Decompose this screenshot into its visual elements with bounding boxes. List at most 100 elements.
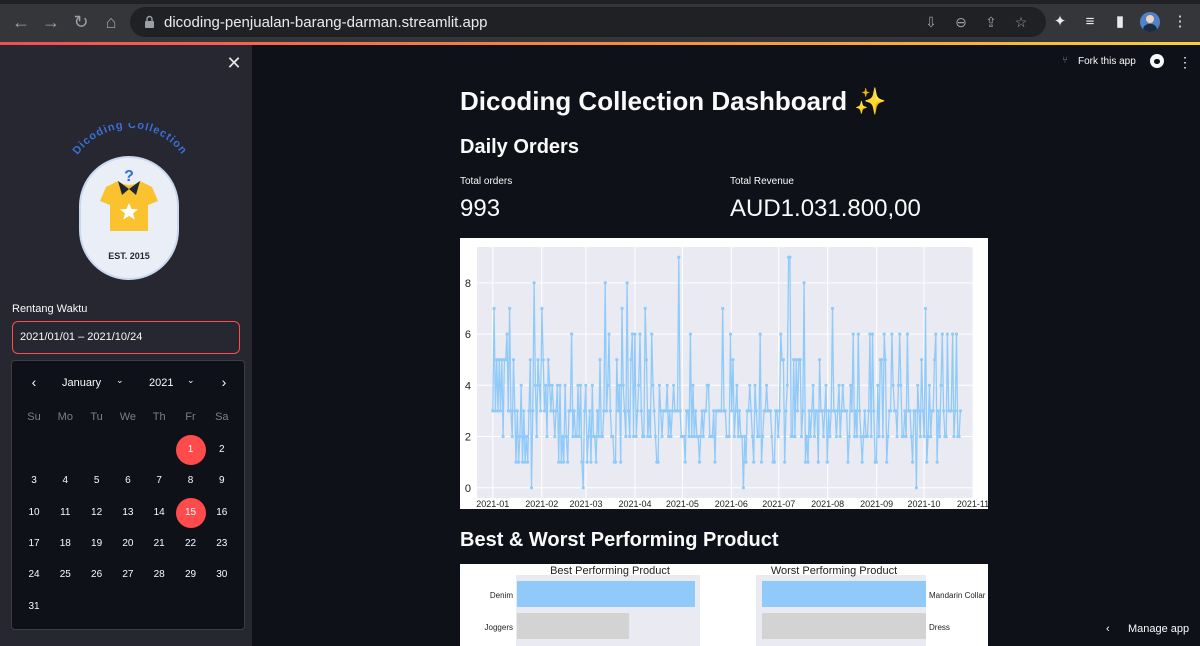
orders-point — [874, 460, 878, 464]
orders-point — [536, 358, 540, 362]
orders-point — [836, 409, 840, 413]
orders-point — [803, 460, 807, 464]
calendar-day[interactable]: 21 — [153, 537, 165, 549]
best-worst-svg: Best Performing Product Denim Joggers Worst… — [485, 565, 986, 646]
forward-icon[interactable]: → — [42, 12, 60, 32]
orders-point — [942, 409, 946, 413]
github-icon[interactable] — [1150, 54, 1164, 68]
calendar-day[interactable]: 7 — [156, 475, 162, 487]
calendar-day[interactable]: 8 — [187, 475, 194, 487]
orders-point — [524, 434, 528, 439]
calendar-day[interactable]: 10 — [28, 506, 40, 518]
bookmark-star-icon[interactable]: ☆ — [1014, 14, 1028, 30]
calendar-day[interactable]: 16 — [216, 506, 228, 518]
orders-point — [621, 383, 625, 387]
sidebar: ✕ Dicoding Collection ? EST. 2015 Rentan… — [0, 45, 252, 646]
orders-point — [509, 409, 513, 413]
orders-point — [650, 332, 654, 336]
app-menu-icon[interactable]: ⋮ — [1178, 54, 1192, 70]
calendar-day[interactable]: 31 — [28, 600, 40, 612]
orders-point — [958, 409, 962, 413]
calendar-month-select[interactable]: January — [62, 377, 102, 389]
orders-point — [665, 383, 669, 387]
orders-point — [713, 460, 717, 464]
calendar-day[interactable]: 27 — [122, 569, 134, 581]
calendar-day[interactable]: 29 — [184, 569, 197, 581]
address-bar[interactable]: dicoding-penjualan-barang-darman.streaml… — [130, 7, 1046, 37]
best-bar — [517, 581, 695, 607]
orders-point — [735, 383, 739, 387]
orders-point — [821, 434, 826, 439]
calendar-day[interactable]: 19 — [91, 537, 103, 549]
extensions-icon[interactable]: ✦ — [1053, 13, 1067, 30]
orders-point — [750, 434, 754, 439]
orders-point — [699, 434, 703, 439]
profile-avatar[interactable] — [1140, 12, 1160, 32]
kebab-menu-icon[interactable]: ⋮ — [1172, 13, 1188, 30]
zoom-icon[interactable]: ⊖ — [955, 14, 967, 30]
calendar-day[interactable]: 26 — [91, 569, 103, 581]
orders-point — [644, 358, 649, 362]
calendar-day[interactable]: 2 — [219, 444, 225, 455]
share-icon[interactable]: ⇪ — [985, 14, 997, 30]
calendar-day[interactable]: 1 — [175, 435, 206, 465]
calendar-day[interactable]: 20 — [122, 537, 134, 549]
calendar-day[interactable]: 3 — [31, 475, 37, 487]
reload-icon[interactable]: ↻ — [73, 12, 89, 32]
worst-category-label: Dress — [929, 623, 950, 632]
orders-point — [615, 358, 619, 362]
next-month-icon[interactable]: › — [221, 374, 227, 390]
orders-point — [880, 358, 884, 362]
calendar-day[interactable]: 17 — [28, 537, 40, 549]
orders-point — [611, 434, 615, 439]
orders-point — [863, 409, 867, 413]
calendar-day[interactable]: 13 — [122, 506, 134, 518]
orders-point — [496, 409, 500, 413]
date-range-input[interactable]: 2021/01/01 – 2021/10/24 — [12, 321, 240, 354]
orders-point — [885, 460, 889, 464]
orders-point — [564, 434, 568, 439]
orders-point — [588, 409, 592, 413]
y-tick-label: 0 — [465, 483, 471, 495]
orders-point — [788, 255, 792, 259]
calendar-day[interactable]: 11 — [60, 506, 71, 518]
orders-point — [727, 434, 731, 439]
manage-app-label: Manage app — [1128, 623, 1190, 635]
orders-point — [506, 409, 510, 413]
orders-point — [865, 434, 869, 439]
close-sidebar-icon[interactable]: ✕ — [226, 53, 242, 73]
year-caret-icon[interactable]: ⌄ — [187, 375, 195, 385]
calendar-day[interactable]: 22 — [184, 537, 197, 549]
lock-icon[interactable] — [144, 15, 155, 28]
calendar-day[interactable]: 23 — [216, 537, 228, 549]
calendar-day[interactable]: 28 — [153, 569, 165, 581]
orders-point — [607, 332, 611, 336]
media-icon[interactable]: ≡ — [1085, 13, 1095, 30]
orders-point — [546, 358, 550, 362]
orders-point — [580, 460, 584, 464]
sidebar-icon[interactable]: ▮ — [1115, 13, 1125, 30]
calendar-day[interactable]: 12 — [91, 506, 103, 518]
orders-point — [571, 434, 575, 439]
calendar-day[interactable]: 24 — [28, 569, 40, 581]
calendar-day[interactable]: 14 — [153, 506, 165, 518]
calendar-day[interactable]: 5 — [93, 475, 100, 487]
calendar-day[interactable]: 25 — [59, 569, 71, 581]
orders-point — [575, 434, 579, 439]
home-icon[interactable]: ⌂ — [105, 12, 117, 32]
calendar-day[interactable]: 9 — [219, 475, 225, 487]
orders-point — [511, 358, 516, 362]
calendar-day[interactable]: 15 — [175, 497, 206, 528]
calendar-day[interactable]: 30 — [216, 569, 228, 581]
orders-point — [651, 383, 655, 387]
install-icon[interactable]: ⇩ — [925, 14, 937, 30]
orders-point — [845, 409, 849, 413]
calendar-day[interactable]: 6 — [125, 475, 131, 487]
month-caret-icon[interactable]: ⌄ — [116, 375, 124, 385]
prev-month-icon[interactable]: ‹ — [31, 374, 37, 390]
calendar-day[interactable]: 18 — [59, 537, 71, 549]
back-icon[interactable]: ← — [12, 12, 30, 32]
calendar-day[interactable]: 4 — [62, 475, 69, 487]
orders-point — [719, 409, 723, 413]
calendar-year-select[interactable]: 2021 — [149, 377, 174, 389]
